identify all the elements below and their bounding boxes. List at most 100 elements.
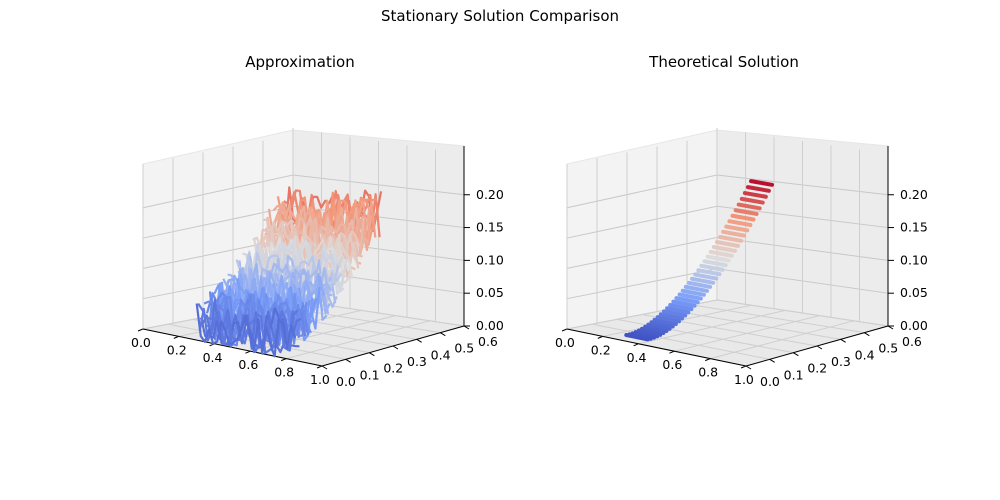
x-tick-label: 0.6 <box>662 357 682 372</box>
surface-strip <box>724 224 750 233</box>
x-tick-label: 0.4 <box>203 350 223 365</box>
y-tick-label: 0.5 <box>454 341 474 356</box>
x-tick-label: 0.4 <box>627 350 647 365</box>
surface-strip <box>733 208 759 216</box>
y-tick <box>769 358 775 363</box>
surface-strip <box>649 320 675 329</box>
z-tick-label: 0.10 <box>900 252 928 267</box>
surface-strip <box>742 191 768 199</box>
theoretical-title: Theoretical Solution <box>649 53 799 71</box>
y-tick <box>840 338 846 343</box>
y-tick-label: 0.1 <box>784 367 804 382</box>
x-tick-label: 0.0 <box>131 335 151 350</box>
surface-strip <box>633 330 660 339</box>
x-tick-label: 0.8 <box>274 365 294 380</box>
y-tick-label: 0.4 <box>855 347 875 362</box>
approximation-title: Approximation <box>245 53 355 71</box>
surface-strip <box>718 234 744 243</box>
surface-strip <box>680 288 706 297</box>
surface-strip <box>708 249 734 258</box>
theoretical-axes: 0.00 0.05 0.10 0.15 0.20 0.0 0.2 0.4 0.6 0.8 1.0 0.… <box>555 128 928 389</box>
surface-strip <box>643 324 669 334</box>
surface-strip <box>197 302 298 353</box>
y-tick-label: 0.3 <box>407 354 427 369</box>
y-tick-label: 0.4 <box>431 347 451 362</box>
y-tick-label: 0.6 <box>902 334 922 349</box>
y-tick <box>321 365 328 370</box>
surface-strip <box>721 229 747 238</box>
y-tick <box>745 365 752 370</box>
z-tick-label: 0.00 <box>900 318 928 333</box>
x-tick <box>137 328 144 332</box>
surface-strip <box>702 259 728 268</box>
y-gridline <box>691 304 865 334</box>
z-tick-label: 0.15 <box>476 220 504 235</box>
y-axis-line <box>321 325 465 367</box>
z-tick-label: 0.20 <box>476 187 504 202</box>
x-tick-label: 0.0 <box>555 335 575 350</box>
surface-strip <box>714 240 741 248</box>
y-tick <box>345 358 351 363</box>
figure-suptitle: Stationary Solution Comparison <box>380 7 619 25</box>
surface-strip <box>693 272 719 281</box>
y-tick <box>369 352 375 357</box>
surface-strip <box>674 296 700 305</box>
z-tick-label: 0.20 <box>900 187 928 202</box>
y-axis-line <box>745 325 889 367</box>
x-tick-label: 1.0 <box>310 372 330 387</box>
y-tick-label: 0.6 <box>478 334 498 349</box>
surface-strip <box>661 309 688 318</box>
surface-strip <box>686 280 713 289</box>
surface-strip <box>677 292 703 301</box>
y-gridline <box>716 299 889 327</box>
surface-strip <box>652 317 678 326</box>
surface-strip <box>655 315 681 324</box>
y-tick-label: 0.2 <box>807 361 827 376</box>
approximation-surface <box>195 186 383 358</box>
surface-strip <box>699 263 725 272</box>
surface-strip <box>745 185 771 193</box>
surface-strip <box>690 276 716 285</box>
surface-strip <box>228 271 328 321</box>
surface-strip <box>668 303 694 312</box>
y-tick <box>816 345 823 350</box>
y-gridline <box>591 323 770 360</box>
surface-strip <box>636 328 663 337</box>
x-tick-label: 0.2 <box>591 342 611 357</box>
surface-strip <box>223 273 324 325</box>
surface-strip <box>727 219 753 227</box>
z-tick-label: 0.15 <box>900 220 928 235</box>
surface-strip <box>696 268 722 277</box>
z-tick-label: 0.00 <box>476 318 504 333</box>
y-tick-label: 0.5 <box>878 341 898 356</box>
x-tick <box>561 328 568 332</box>
x-tick-label: 1.0 <box>734 372 754 387</box>
y-gridline <box>167 323 346 360</box>
surface-strip <box>665 306 691 315</box>
y-tick-label: 0.3 <box>831 354 851 369</box>
z-tick-label: 0.10 <box>476 252 504 267</box>
y-gridline <box>666 309 841 340</box>
y-tick <box>440 332 446 337</box>
y-tick <box>392 345 399 350</box>
surface-strip <box>264 219 362 265</box>
surface-strip <box>749 179 774 187</box>
y-tick <box>416 338 422 343</box>
x-axis-line <box>566 328 747 367</box>
surface-strip <box>736 202 762 211</box>
surface-strip <box>730 213 756 222</box>
z-tick-label: 0.05 <box>900 285 928 300</box>
x-axis-line <box>142 328 323 367</box>
surface-strip <box>640 326 666 336</box>
surface-strip <box>658 312 685 321</box>
surface-strip <box>683 284 710 293</box>
surface-strip <box>705 254 731 263</box>
y-tick-label: 0.0 <box>760 374 780 389</box>
x-tick-label: 0.8 <box>698 365 718 380</box>
surface-strip <box>195 303 297 358</box>
x-tick-label: 0.2 <box>167 342 187 357</box>
theoretical-surface <box>624 179 774 342</box>
approximation-axes: 0.00 0.05 0.10 0.15 0.20 0.0 0.2 0.4 0.6 0.8 1.0 0.… <box>131 128 504 389</box>
x-tick-label: 0.6 <box>238 357 258 372</box>
